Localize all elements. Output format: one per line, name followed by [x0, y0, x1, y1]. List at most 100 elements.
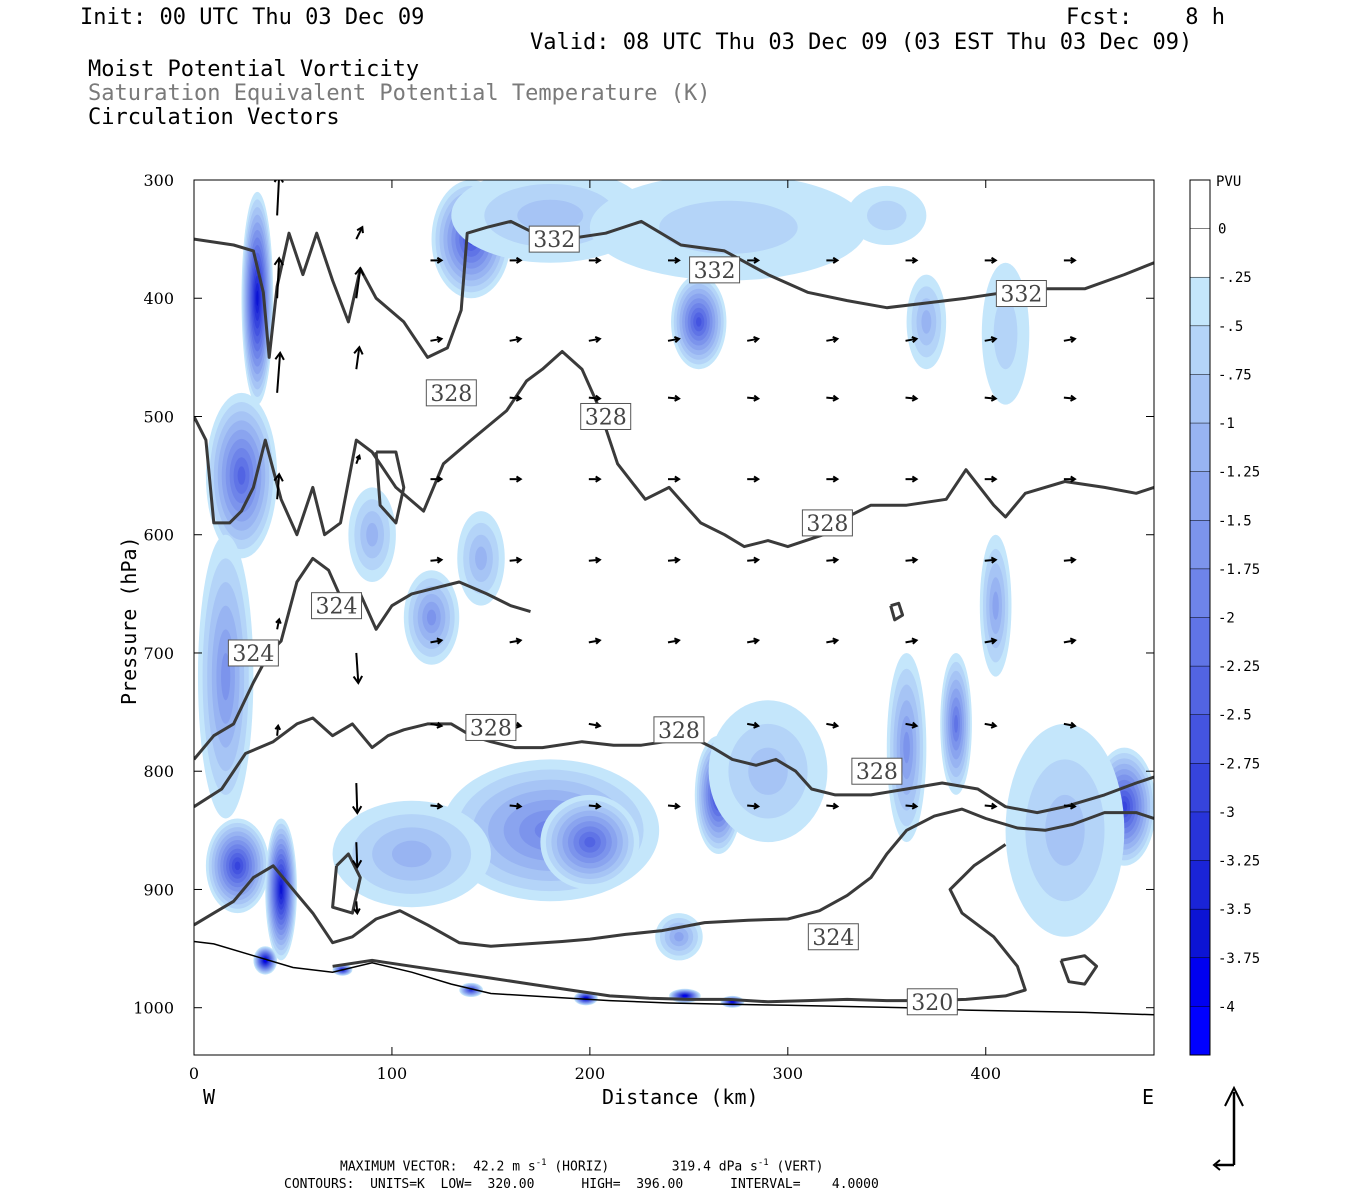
small-vector-arrow-head [990, 802, 998, 810]
vector-arrow [355, 347, 361, 370]
contour-324 [1059, 954, 1099, 986]
colorbar-swatch [1190, 325, 1210, 375]
colorbar-label: -3.25 [1218, 854, 1260, 870]
pv-cell [1045, 794, 1085, 866]
y-tick-label: 300 [143, 171, 174, 190]
small-vector-arrow-head [515, 556, 523, 564]
contour-label-text: 328 [470, 716, 512, 741]
small-vector-arrow-head [436, 556, 444, 564]
contour-label-text: 324 [316, 595, 358, 620]
colorbar-swatch [1190, 666, 1210, 716]
pv-cell [279, 884, 283, 895]
field-title-pv: Moist Potential Vorticity [88, 57, 420, 82]
small-vector-arrow-head [515, 335, 523, 343]
vector-arrow-head [351, 859, 363, 870]
contour-label-text: 324 [812, 926, 854, 951]
contour-label-box [807, 923, 859, 951]
small-vector-arrow-head [911, 335, 919, 343]
pv-cell [366, 522, 379, 547]
small-vector-arrow-head [515, 721, 523, 729]
small-vector-arrow-head [436, 335, 444, 343]
contour-label-box [801, 509, 853, 537]
contour-label-box [311, 592, 363, 620]
vector-arrow-head [356, 225, 364, 234]
small-vector-arrow-head [515, 802, 523, 810]
small-vector-arrow-head [753, 394, 761, 402]
small-vector-arrow-head [832, 256, 840, 264]
contour-label-box [465, 713, 517, 741]
small-vector-arrow-head [753, 802, 761, 810]
y-tick-label: 600 [143, 526, 174, 545]
pv-cell [921, 310, 932, 334]
reference-vector-icon [1212, 1085, 1244, 1171]
max-vector-line: MAXIMUM VECTOR: 42.2 m s-1 (HORIZ) 319.4… [340, 1158, 824, 1174]
colorbar-label: -4 [1218, 999, 1235, 1015]
colorbar-label: -1.75 [1218, 562, 1260, 578]
y-tick-label: 900 [143, 880, 174, 899]
small-vector-arrow-head [594, 721, 602, 729]
pv-cell [234, 861, 241, 871]
x-tick-label: 400 [970, 1064, 1001, 1083]
small-vector-arrow-head [674, 394, 681, 402]
contour-320 [332, 843, 1027, 1004]
small-vector-arrow-head [753, 721, 761, 729]
plot-frame [193, 179, 1155, 1056]
contour-label-text: 328 [585, 405, 627, 430]
vector-arrow [276, 180, 280, 216]
vector-arrow [355, 783, 359, 814]
contour-label-box [528, 225, 580, 253]
contour-label-text: 328 [806, 512, 848, 537]
small-vector-arrow-head [594, 556, 602, 564]
contour-328 [194, 350, 1154, 549]
small-vector-arrow-head [911, 802, 919, 810]
small-vector-arrow-head [990, 475, 998, 483]
circulation-vectors [273, 180, 1077, 916]
small-vector-arrow-head [990, 335, 998, 343]
contour-labels: 332 332 332 328 328 328 324 324 328 328 328 324 320 [227, 225, 1047, 1016]
max-vert-exponent: -1 [757, 1158, 769, 1168]
colorbar-label: -1 [1218, 416, 1235, 432]
vector-arrow [276, 352, 282, 393]
colorbar-swatch [1190, 568, 1210, 618]
small-vector-arrow-head [753, 637, 761, 645]
small-vector-arrow-head [515, 394, 523, 402]
colorbar-label: -.5 [1218, 319, 1243, 335]
colorbar-unit: PVU [1216, 174, 1241, 190]
vector-arrow-head [355, 454, 362, 460]
contour-328 [194, 716, 1154, 815]
forecast-hour-label: Fcst: 8 h [1066, 5, 1225, 30]
contour-324 [374, 450, 406, 525]
contour-label-box [425, 379, 477, 407]
colorbar-label: -1.25 [1218, 465, 1260, 481]
small-vector-arrow-head [832, 637, 840, 645]
y-tick-label: 500 [143, 407, 174, 426]
colorbar-swatch [1190, 423, 1210, 473]
colorbar-label: -.75 [1218, 367, 1252, 383]
init-time-label: Init: 00 UTC Thu 03 Dec 09 [80, 5, 425, 30]
small-vector-arrow-head [673, 335, 681, 343]
small-vector-arrow-head [594, 394, 602, 402]
small-vector-arrow-head [674, 475, 681, 483]
colorbar-swatch [1190, 374, 1210, 424]
pv-cell [683, 995, 686, 997]
vector-arrow-head [273, 256, 284, 266]
vector-arrow-head [352, 675, 364, 685]
small-vector-arrow-head [911, 556, 919, 564]
small-vector-arrow-head [1070, 802, 1077, 810]
vector-arrow-head [354, 266, 365, 276]
small-vector-arrow-head [436, 721, 444, 729]
small-vector-arrow-head [674, 556, 681, 564]
field-title-vectors: Circulation Vectors [88, 105, 340, 130]
colorbar-label: -2.5 [1218, 708, 1252, 724]
valid-time-label: Valid: 08 UTC Thu 03 Dec 09 (03 EST Thu … [530, 30, 1193, 55]
max-horiz-unit: (HORIZ) [554, 1159, 610, 1175]
vector-arrow [355, 226, 364, 240]
vector-arrow-head [273, 472, 284, 482]
colorbar-swatch [1190, 228, 1210, 278]
contour-332 [194, 219, 1154, 359]
small-vector-arrow-head [1070, 556, 1077, 564]
colorbar-swatch [1190, 957, 1210, 1007]
pv-cell [954, 715, 959, 733]
small-vector-arrow-head [1070, 256, 1077, 264]
contours-info-line: CONTOURS: UNITS=K LOW= 320.00 HIGH= 396.… [284, 1177, 879, 1192]
